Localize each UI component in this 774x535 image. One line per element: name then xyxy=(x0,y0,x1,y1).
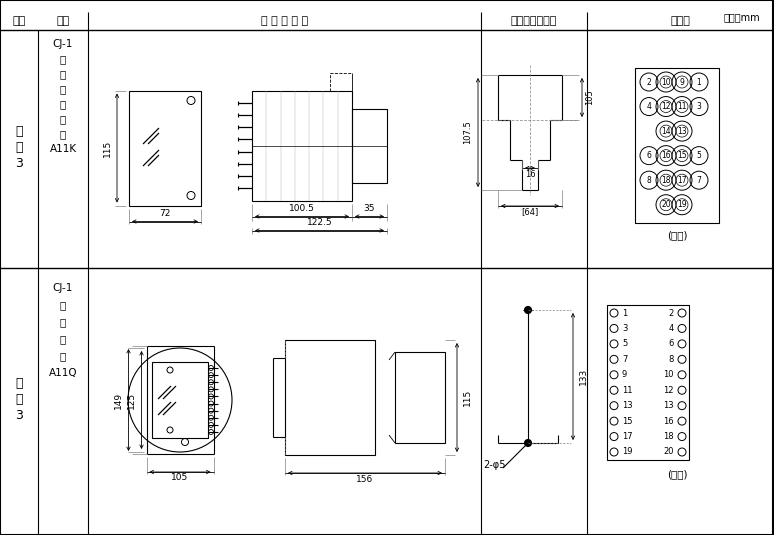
Text: 附: 附 xyxy=(15,377,22,390)
Text: 15: 15 xyxy=(677,151,687,160)
Text: 入: 入 xyxy=(60,69,66,79)
Text: 149: 149 xyxy=(114,392,123,409)
Text: 18: 18 xyxy=(663,432,674,441)
Text: 线: 线 xyxy=(60,129,66,139)
Text: 16: 16 xyxy=(661,151,671,160)
Text: 14: 14 xyxy=(661,127,671,135)
Text: 18: 18 xyxy=(661,175,671,185)
Text: [64]: [64] xyxy=(522,208,539,217)
Text: 12: 12 xyxy=(661,102,671,111)
Text: 8: 8 xyxy=(646,175,652,185)
Text: 板: 板 xyxy=(60,300,66,310)
Bar xyxy=(252,90,352,201)
Text: 9: 9 xyxy=(680,78,684,87)
Text: 125: 125 xyxy=(127,392,136,409)
Text: 20: 20 xyxy=(661,200,671,209)
Text: 2: 2 xyxy=(669,309,674,317)
Bar xyxy=(129,90,201,205)
Text: 19: 19 xyxy=(677,200,687,209)
Text: 11: 11 xyxy=(677,102,687,111)
Text: 端子图: 端子图 xyxy=(670,16,690,26)
Text: 2: 2 xyxy=(646,78,652,87)
Text: 7: 7 xyxy=(697,175,701,185)
Text: (背视): (背视) xyxy=(666,230,687,240)
Text: 3: 3 xyxy=(15,409,23,422)
Text: 16: 16 xyxy=(663,417,674,426)
Bar xyxy=(285,340,375,455)
Circle shape xyxy=(525,307,532,314)
Text: 13: 13 xyxy=(677,127,687,135)
Text: 115: 115 xyxy=(102,140,111,157)
Text: 接: 接 xyxy=(60,114,66,124)
Text: 式: 式 xyxy=(60,84,66,94)
Text: (前视): (前视) xyxy=(666,469,687,479)
Text: 13: 13 xyxy=(663,401,674,410)
Text: A11K: A11K xyxy=(50,144,77,154)
Text: 3: 3 xyxy=(697,102,701,111)
Text: 9: 9 xyxy=(622,370,627,379)
Text: 7: 7 xyxy=(622,355,628,364)
Text: 安装开孔尺尧图: 安装开孔尺尧图 xyxy=(511,16,557,26)
Text: 线: 线 xyxy=(60,351,66,361)
Text: 接: 接 xyxy=(60,334,66,344)
Text: 17: 17 xyxy=(677,175,687,185)
Text: 5: 5 xyxy=(697,151,701,160)
Text: 2-φ5: 2-φ5 xyxy=(483,460,505,470)
Bar xyxy=(635,68,719,223)
Bar xyxy=(152,362,208,438)
Text: 4: 4 xyxy=(669,324,674,333)
Text: 8: 8 xyxy=(669,355,674,364)
Text: 122.5: 122.5 xyxy=(307,218,332,227)
Text: 17: 17 xyxy=(622,432,632,441)
Text: 115: 115 xyxy=(463,389,471,406)
Bar xyxy=(352,109,387,182)
Text: 3: 3 xyxy=(622,324,628,333)
Text: 10: 10 xyxy=(661,78,671,87)
Bar xyxy=(395,352,445,443)
Text: 35: 35 xyxy=(364,204,375,213)
Text: 100.5: 100.5 xyxy=(289,204,315,213)
Text: 20: 20 xyxy=(663,447,674,456)
Text: 图号: 图号 xyxy=(12,16,26,26)
Text: 1: 1 xyxy=(697,78,701,87)
Text: 10: 10 xyxy=(663,370,674,379)
Text: 图: 图 xyxy=(15,141,22,154)
Text: 107.5: 107.5 xyxy=(464,120,472,144)
Text: 附: 附 xyxy=(15,125,22,137)
Text: 105: 105 xyxy=(585,90,594,105)
Text: 156: 156 xyxy=(356,475,374,484)
Text: 15: 15 xyxy=(622,417,632,426)
Text: 13: 13 xyxy=(622,401,632,410)
Text: 16: 16 xyxy=(525,170,536,179)
Text: 单位：mm: 单位：mm xyxy=(724,12,760,22)
Text: 19: 19 xyxy=(622,447,632,456)
Text: 6: 6 xyxy=(669,339,674,348)
Text: 1: 1 xyxy=(622,309,627,317)
Text: 图: 图 xyxy=(15,393,22,406)
Text: CJ-1: CJ-1 xyxy=(53,39,74,49)
Text: 133: 133 xyxy=(578,368,587,385)
Text: A11Q: A11Q xyxy=(49,368,77,378)
Text: 6: 6 xyxy=(646,151,652,160)
Circle shape xyxy=(525,439,532,447)
Bar xyxy=(607,305,689,460)
Text: 嵌: 嵌 xyxy=(60,54,66,64)
Text: 结构: 结构 xyxy=(57,16,70,26)
Text: 11: 11 xyxy=(622,386,632,395)
Text: 12: 12 xyxy=(663,386,674,395)
Text: 前: 前 xyxy=(60,317,66,327)
Text: CJ-1: CJ-1 xyxy=(53,283,74,293)
Text: 105: 105 xyxy=(171,473,189,483)
Text: 72: 72 xyxy=(159,209,171,218)
Text: 4: 4 xyxy=(646,102,652,111)
Text: 后: 后 xyxy=(60,99,66,109)
Text: 5: 5 xyxy=(622,339,627,348)
Text: 外 形 尺 尧 图: 外 形 尺 尧 图 xyxy=(261,16,308,26)
Text: 3: 3 xyxy=(15,157,23,170)
